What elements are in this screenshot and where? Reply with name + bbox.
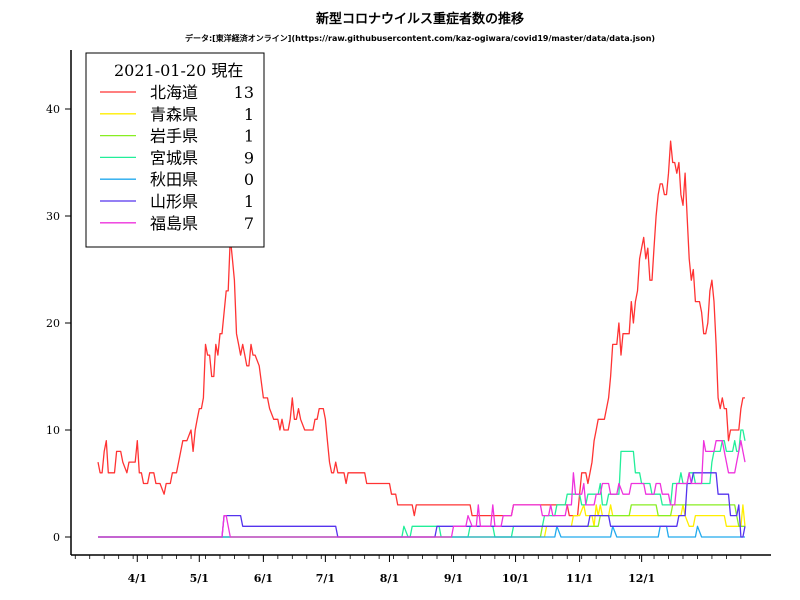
series-line-2 <box>98 504 745 538</box>
legend-label: 北海道 <box>150 83 198 102</box>
legend-label: 山形県 <box>150 192 198 211</box>
legend-title: 2021-01-20 現在 <box>114 61 243 80</box>
x-tick-label: 5/1 <box>190 572 209 585</box>
legend-value: 1 <box>244 127 254 146</box>
legend-label: 宮城県 <box>150 148 198 167</box>
chart-title: 新型コロナウイルス重症者数の推移 <box>316 11 524 27</box>
x-tick-label: 6/1 <box>254 572 273 585</box>
legend-box <box>85 52 265 248</box>
x-tick-label: 8/1 <box>380 572 399 585</box>
legend-value: 13 <box>234 83 254 102</box>
legend-label: 岩手県 <box>150 127 198 146</box>
legend-value: 7 <box>244 214 254 233</box>
y-tick-label: 0 <box>53 531 60 544</box>
x-tick-label: 12/1 <box>628 572 655 585</box>
x-tick-label: 10/1 <box>502 572 529 585</box>
series-line-3 <box>98 429 746 538</box>
series-line-4 <box>98 525 745 538</box>
series-line-0 <box>97 140 745 517</box>
x-tick-label: 11/1 <box>566 572 593 585</box>
y-tick-label: 40 <box>46 103 60 116</box>
legend: 2021-01-20 現在 北海道 13 青森県 1 岩手県 1 宮城県 9 秋田県 0 山形県 1 福… <box>85 52 265 248</box>
legend-label: 福島県 <box>150 214 198 233</box>
series-line-5 <box>98 472 746 538</box>
y-axis: 0 10 20 30 40 <box>46 50 72 555</box>
y-tick-label: 10 <box>46 424 60 437</box>
legend-items: 北海道 13 青森県 1 岩手県 1 宮城県 9 秋田県 0 山形県 1 福島県 7 <box>100 83 254 233</box>
y-tick-label: 30 <box>46 210 60 223</box>
plot-lines <box>97 140 746 538</box>
legend-label: 青森県 <box>150 105 198 124</box>
x-axis: 4/1 5/1 6/1 7/1 8/1 9/1 10/1 11/1 12/1 <box>71 554 771 585</box>
legend-value: 0 <box>244 170 254 189</box>
legend-value: 1 <box>244 105 254 124</box>
legend-value: 9 <box>244 148 254 167</box>
x-tick-label: 7/1 <box>316 572 335 585</box>
series-line-1 <box>98 504 746 538</box>
series-line-6 <box>98 440 746 538</box>
legend-value: 1 <box>244 192 254 211</box>
chart-subtitle: データ:[東洋経済オンライン](https://raw.githubuserco… <box>185 33 655 43</box>
legend-label: 秋田県 <box>150 170 198 189</box>
x-tick-label: 4/1 <box>128 572 147 585</box>
x-tick-label: 9/1 <box>444 572 463 585</box>
y-tick-label: 20 <box>46 317 60 330</box>
